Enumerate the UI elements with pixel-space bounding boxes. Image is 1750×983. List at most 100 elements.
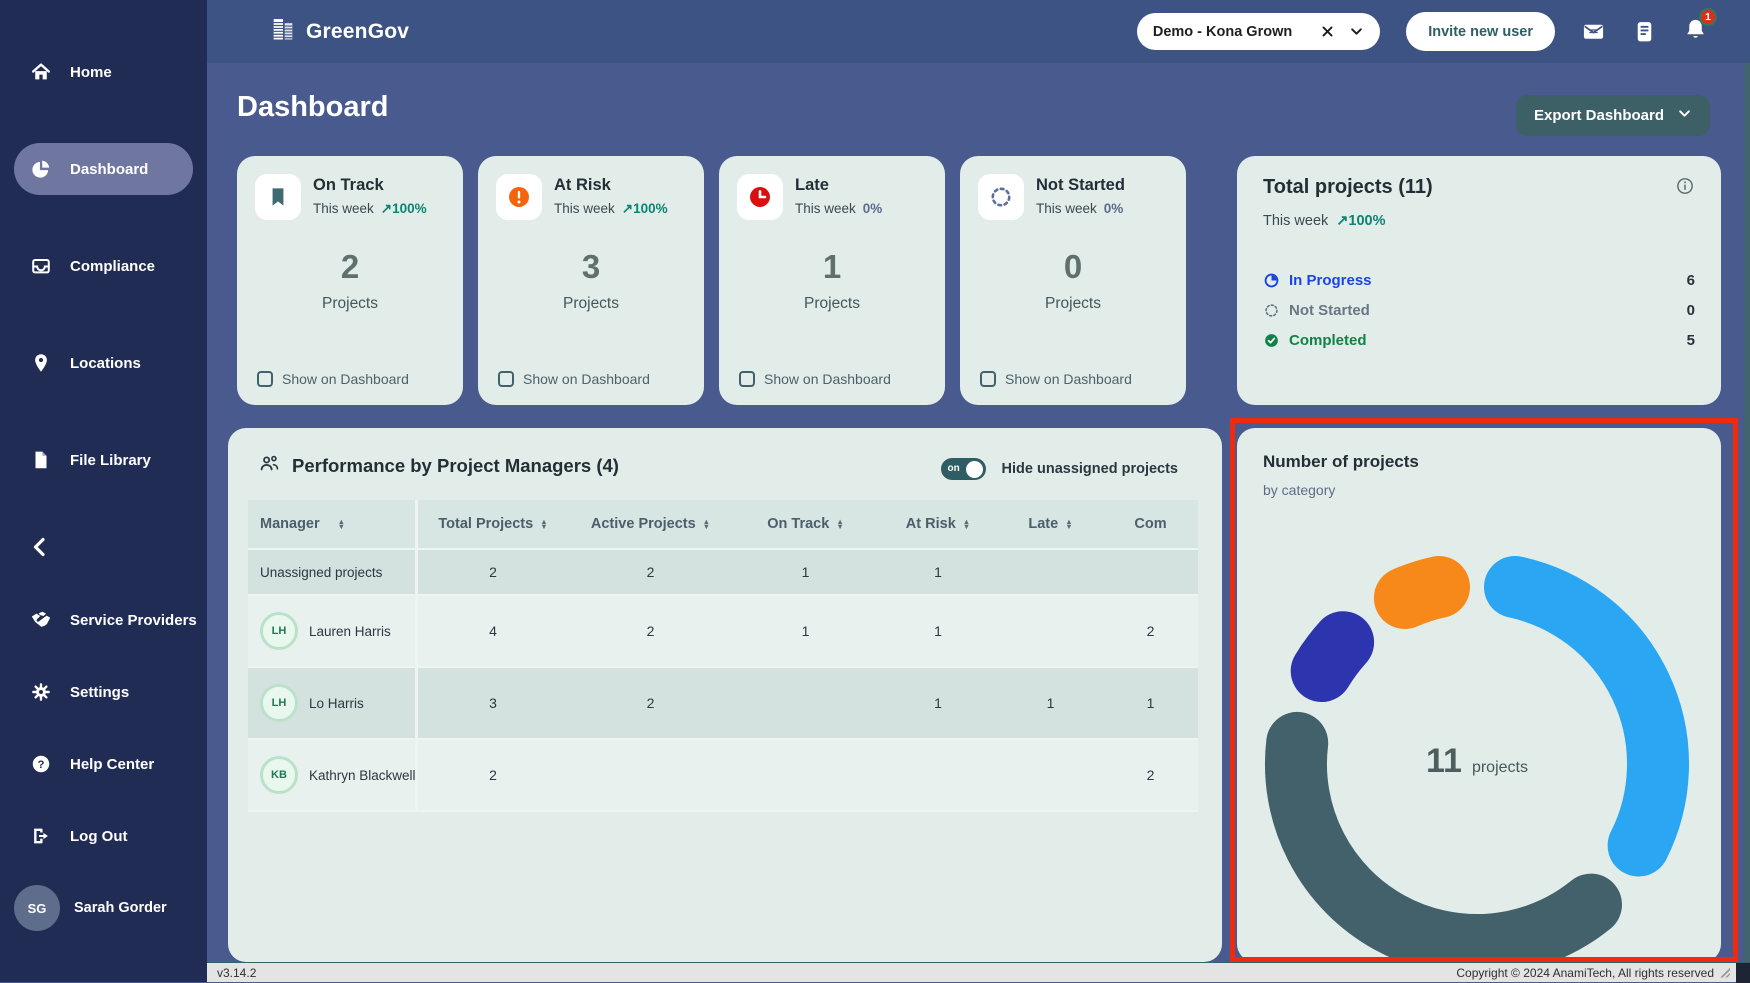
- show-on-dashboard-label: Show on Dashboard: [1005, 371, 1132, 387]
- export-dashboard-button[interactable]: Export Dashboard: [1515, 95, 1710, 136]
- manager-name: Kathryn Blackwell: [309, 767, 416, 783]
- sidebar-item-dashboard[interactable]: Dashboard: [14, 143, 193, 195]
- sidebar-item-label: Service Providers: [70, 611, 197, 629]
- manager-avatar: KB: [260, 756, 298, 794]
- manager-name: Lauren Harris: [309, 623, 391, 639]
- sort-icon[interactable]: ▲ ▼: [540, 516, 548, 531]
- value-cell: 1: [934, 695, 942, 711]
- legend-row-not-started: Not Started 0: [1263, 295, 1695, 325]
- chevron-down-icon[interactable]: [1349, 24, 1364, 39]
- value-cell: 4: [489, 623, 497, 639]
- value-cell: 1: [801, 564, 810, 580]
- donut-center-text: 11 projects: [1297, 742, 1657, 781]
- table-row-kathryn-blackwell[interactable]: KB Kathryn Blackwell 2 2: [248, 740, 1198, 812]
- sort-icon[interactable]: ▲ ▼: [836, 516, 844, 531]
- donut-segment-dark-slate-category: [1264, 711, 1622, 962]
- sidebar-item-settings[interactable]: Settings: [14, 667, 193, 717]
- show-on-dashboard-checkbox[interactable]: [498, 371, 514, 387]
- total-projects-title: Total projects (11): [1263, 176, 1433, 198]
- column-header-late[interactable]: Late ▲ ▼: [1028, 516, 1073, 532]
- legend-value: 6: [1686, 271, 1695, 289]
- header-actions: Demo - Kona Grown Invite new user 1: [1136, 7, 1717, 51]
- chevron-left-icon: [28, 535, 52, 564]
- stat-card-at-risk: At Risk This week ↗100% 3 Projects Show …: [478, 156, 704, 405]
- sidebar-item-label: Help Center: [70, 755, 155, 773]
- handshake-icon: [30, 609, 52, 631]
- sidebar-item-home[interactable]: Home: [14, 46, 193, 98]
- manager-avatar: LH: [260, 612, 298, 650]
- stat-unit: Projects: [563, 295, 619, 312]
- sort-icon[interactable]: ▲ ▼: [702, 516, 711, 531]
- sidebar-user[interactable]: SG Sarah Gorder: [14, 885, 193, 931]
- stat-card-on-track: On Track This week ↗100% 2 Projects Show…: [237, 156, 463, 405]
- column-header-manager[interactable]: Manager ▲ ▼: [248, 500, 418, 548]
- sidebar-nav-top: Home Dashboard Compliance Locations File Lib…: [0, 0, 207, 486]
- stat-card-title: At Risk: [554, 176, 611, 194]
- sort-icon[interactable]: ▲ ▼: [1065, 516, 1073, 531]
- app-version: v3.14.2: [217, 965, 257, 980]
- value-cell: [733, 668, 878, 738]
- legend-value: 0: [1686, 301, 1695, 319]
- hide-unassigned-toggle[interactable]: on: [940, 458, 986, 480]
- show-on-dashboard-checkbox[interactable]: [980, 371, 996, 387]
- mail-icon[interactable]: [1581, 19, 1606, 44]
- inbox-icon: [30, 255, 52, 277]
- sidebar-item-compliance[interactable]: Compliance: [14, 240, 193, 292]
- sidebar-item-locations[interactable]: Locations: [14, 337, 193, 389]
- column-header-active-projects[interactable]: Active Projects ▲ ▼: [590, 516, 711, 532]
- value-cell: 2: [489, 564, 497, 580]
- column-header-on-track[interactable]: On Track ▲ ▼: [767, 516, 844, 532]
- donut-total-value: 11: [1426, 742, 1462, 780]
- donut-total-label: projects: [1471, 759, 1528, 776]
- vertical-scrollbar[interactable]: [1744, 63, 1750, 962]
- sidebar-item-label: Locations: [70, 354, 141, 372]
- value-cell: [733, 740, 878, 810]
- show-on-dashboard-checkbox[interactable]: [739, 371, 755, 387]
- stat-value: 2: [340, 248, 360, 285]
- stat-trend: 0%: [862, 201, 883, 216]
- notifications-button[interactable]: 1: [1683, 7, 1717, 47]
- table-row-unassigned-projects[interactable]: Unassigned projects 2 2 1 1: [248, 550, 1198, 596]
- donut-segment-light-blue-category: [1484, 556, 1689, 877]
- sidebar-item-label: Compliance: [70, 257, 156, 275]
- stat-unit: Projects: [804, 295, 860, 312]
- check-circle-icon: [1263, 332, 1280, 349]
- table-row-lo-harris[interactable]: LH Lo Harris 3 2 1 1 1: [248, 668, 1198, 740]
- stat-unit: Projects: [1045, 295, 1101, 312]
- logout-icon: [30, 825, 52, 847]
- value-cell: [568, 740, 733, 810]
- column-header-total-projects[interactable]: Total Projects ▲ ▼: [438, 516, 548, 532]
- column-header-at-risk[interactable]: At Risk ▲ ▼: [905, 516, 971, 532]
- value-cell: [1103, 550, 1198, 594]
- legend-label: In Progress: [1289, 271, 1372, 289]
- notes-icon[interactable]: [1632, 19, 1657, 44]
- sidebar-item-file-library[interactable]: File Library: [14, 434, 193, 486]
- stat-value: 3: [581, 248, 601, 285]
- sidebar-item-label: Dashboard: [70, 160, 149, 178]
- org-selector[interactable]: Demo - Kona Grown: [1136, 13, 1381, 50]
- info-icon[interactable]: [1675, 176, 1695, 201]
- sidebar-item-help-center[interactable]: ? Help Center: [14, 739, 193, 789]
- column-header-com[interactable]: Com: [1134, 516, 1167, 532]
- svg-text:?: ?: [38, 759, 45, 771]
- resize-grip-icon: [1720, 967, 1730, 978]
- copyright-text: Copyright © 2024 AnamiTech, All rights r…: [1456, 965, 1714, 980]
- value-cell: 2: [646, 623, 655, 639]
- stat-unit: Projects: [322, 295, 378, 312]
- toggle-knob: [966, 460, 984, 478]
- clear-selection-icon[interactable]: [1320, 24, 1335, 39]
- stat-trend: ↗100%: [621, 201, 668, 216]
- show-on-dashboard-checkbox[interactable]: [257, 371, 273, 387]
- sidebar-item-service-providers[interactable]: Service Providers: [14, 595, 197, 645]
- total-period-label: This week: [1263, 213, 1329, 229]
- value-cell: [878, 740, 998, 810]
- sort-icon[interactable]: ▲ ▼: [337, 516, 346, 531]
- app-name: GreenGov: [306, 19, 410, 43]
- sidebar-item-log-out[interactable]: Log Out: [14, 811, 193, 861]
- table-row-lauren-harris[interactable]: LH Lauren Harris 4 2 1 1 2: [248, 596, 1198, 668]
- value-cell: 2: [1146, 767, 1155, 783]
- sidebar-collapse-button[interactable]: [28, 531, 64, 567]
- sort-icon[interactable]: ▲ ▼: [962, 516, 971, 531]
- value-cell: [998, 596, 1103, 666]
- invite-new-user-button[interactable]: Invite new user: [1406, 12, 1555, 51]
